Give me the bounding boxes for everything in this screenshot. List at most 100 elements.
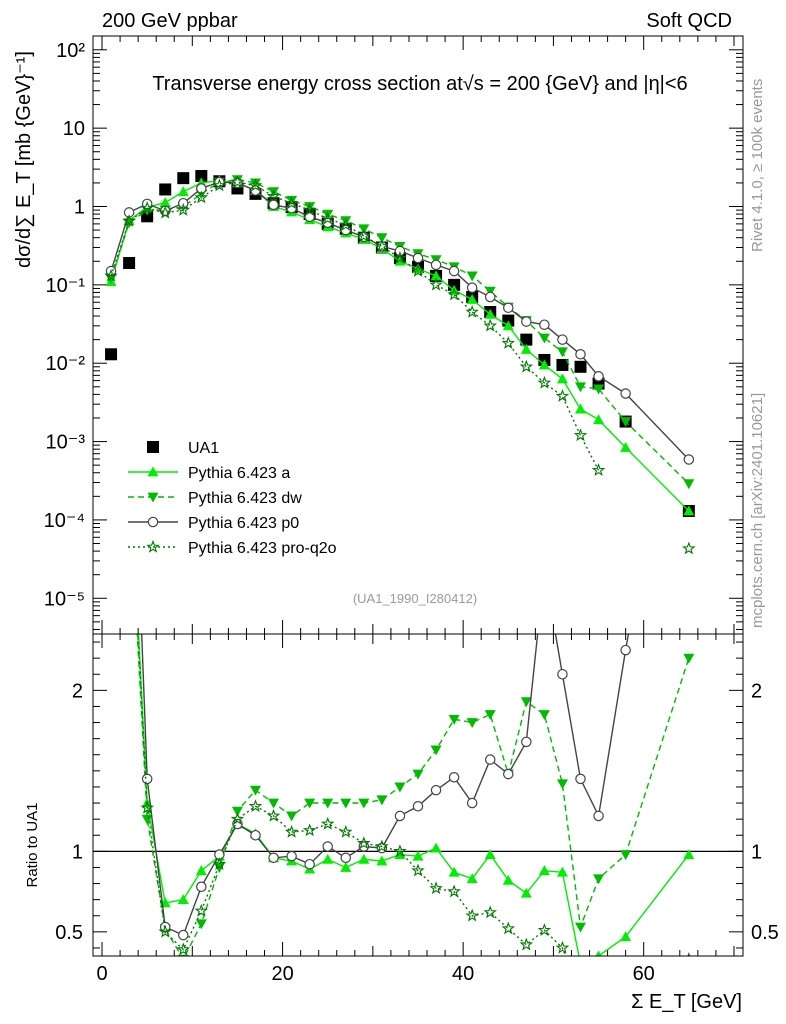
legend-label: Pythia 6.423 a bbox=[188, 465, 290, 482]
ratio-point-pythia-6-423-pro-q2o bbox=[158, 924, 172, 938]
legend-entry-pythia-6-423-pro-q2o: Pythia 6.423 pro-q2o bbox=[128, 539, 337, 557]
ratio-point-pythia-6-423-pro-q2o bbox=[176, 942, 191, 956]
ratio-point-pythia-6-423-dw bbox=[141, 814, 153, 825]
data-point-pythia-6-423-pro-q2o bbox=[140, 201, 154, 214]
data-point-pythia-6-423-dw bbox=[340, 216, 352, 227]
data-point-ua1 bbox=[556, 358, 569, 371]
legend-marker-pythia-6-423-pro-q2o bbox=[146, 539, 160, 553]
ratio-point-pythia-6-423-p0 bbox=[430, 784, 442, 796]
ratio-plot-frame bbox=[92, 633, 744, 957]
data-point-pythia-6-423-p0 bbox=[620, 388, 631, 399]
ratio-point-pythia-6-423-p0 bbox=[412, 800, 424, 812]
ratio-series-pythia-6-423-a bbox=[137, 634, 695, 969]
main-y-tick-label: 10 bbox=[63, 118, 85, 140]
data-point-pythia-6-423-dw bbox=[575, 382, 586, 393]
ratio-point-pythia-6-423-dw bbox=[412, 769, 424, 780]
ratio-point-pythia-6-423-dw bbox=[520, 697, 532, 708]
data-point-pythia-6-423-a bbox=[538, 359, 550, 370]
data-point-pythia-6-423-pro-q2o bbox=[230, 175, 245, 188]
legend-marker-pythia-6-423-a bbox=[147, 466, 159, 477]
data-point-ua1 bbox=[159, 183, 172, 196]
data-point-pythia-6-423-p0 bbox=[521, 316, 532, 327]
analysis-id-label: (UA1_1990_I280412) bbox=[353, 591, 477, 606]
data-point-pythia-6-423-pro-q2o bbox=[682, 541, 696, 555]
data-point-pythia-6-423-p0 bbox=[683, 454, 695, 465]
ratio-point-pythia-6-423-pro-q2o bbox=[375, 839, 389, 853]
ratio-point-pythia-6-423-pro-q2o bbox=[140, 800, 154, 814]
main-y-tick-label: 1 bbox=[74, 197, 85, 219]
legend-marker-ua1 bbox=[147, 441, 159, 453]
ratio-point-pythia-6-423-pro-q2o bbox=[501, 921, 516, 935]
data-point-pythia-6-423-a bbox=[466, 294, 478, 304]
main-y-tick-label: 10² bbox=[56, 40, 85, 62]
energy-label: 200 GeV ppbar bbox=[102, 10, 238, 32]
ratio-point-pythia-6-423-p0 bbox=[322, 841, 333, 852]
ratio-point-pythia-6-423-pro-q2o bbox=[339, 824, 353, 838]
ratio-point-pythia-6-423-dw bbox=[304, 798, 316, 809]
ratio-point-pythia-6-423-dw bbox=[250, 785, 261, 796]
data-point-pythia-6-423-pro-q2o bbox=[501, 336, 516, 349]
data-point-pythia-6-423-dw bbox=[593, 384, 605, 395]
data-point-pythia-6-423-a bbox=[430, 270, 442, 281]
ratio-y-tick-label-left: 0.5 bbox=[55, 922, 83, 944]
data-point-pythia-6-423-a bbox=[502, 320, 514, 331]
ratio-point-pythia-6-423-a bbox=[575, 959, 586, 969]
ratio-line-pythia-6-423-dw bbox=[136, 634, 690, 956]
ratio-point-pythia-6-423-dw bbox=[124, 477, 135, 487]
ratio-y-tick-label-right: 0.5 bbox=[751, 922, 779, 944]
data-point-pythia-6-423-p0 bbox=[214, 176, 225, 188]
data-point-pythia-6-423-pro-q2o bbox=[104, 268, 118, 282]
ratio-point-pythia-6-423-p0 bbox=[620, 644, 631, 656]
data-point-pythia-6-423-dw bbox=[466, 271, 478, 282]
ratio-point-pythia-6-423-a bbox=[412, 850, 424, 861]
ratio-point-pythia-6-423-pro-q2o bbox=[555, 940, 570, 954]
data-point-ua1 bbox=[177, 172, 190, 185]
data-point-pythia-6-423-pro-q2o bbox=[212, 178, 227, 192]
ratio-point-pythia-6-423-pro-q2o bbox=[284, 824, 299, 838]
data-point-ua1 bbox=[195, 170, 208, 183]
legend-entry-ua1: UA1 bbox=[147, 440, 219, 457]
data-point-pythia-6-423-a bbox=[575, 403, 586, 414]
ratio-point-pythia-6-423-a bbox=[466, 873, 478, 884]
data-point-pythia-6-423-pro-q2o bbox=[122, 214, 136, 227]
data-point-pythia-6-423-dw bbox=[286, 195, 298, 206]
data-point-pythia-6-423-pro-q2o bbox=[284, 196, 299, 209]
data-point-pythia-6-423-a bbox=[556, 373, 568, 384]
ratio-point-pythia-6-423-pro-q2o bbox=[266, 808, 281, 822]
ratio-point-pythia-6-423-pro-q2o bbox=[357, 836, 371, 850]
ratio-point-pythia-6-423-a bbox=[620, 931, 632, 942]
series-line-pythia-6-423-a bbox=[110, 179, 690, 512]
ratio-point-pythia-6-423-p0 bbox=[684, 283, 693, 292]
ratio-point-pythia-6-423-pro-q2o bbox=[320, 816, 335, 830]
ratio-point-pythia-6-423-a bbox=[177, 894, 189, 905]
legend-label: Pythia 6.423 p0 bbox=[188, 515, 299, 532]
ratio-point-pythia-6-423-pro-q2o bbox=[465, 908, 479, 922]
data-point-pythia-6-423-p0 bbox=[448, 265, 460, 277]
data-point-pythia-6-423-a bbox=[159, 197, 171, 208]
ratio-point-pythia-6-423-p0 bbox=[286, 850, 297, 862]
ratio-point-pythia-6-423-a bbox=[322, 853, 334, 864]
data-point-pythia-6-423-p0 bbox=[466, 282, 478, 293]
data-point-pythia-6-423-p0 bbox=[557, 334, 568, 345]
ratio-point-pythia-6-423-dw bbox=[538, 710, 550, 720]
data-point-pythia-6-423-pro-q2o bbox=[465, 304, 479, 318]
data-point-ua1 bbox=[105, 348, 118, 361]
legend-label: Pythia 6.423 pro-q2o bbox=[188, 540, 337, 557]
ratio-point-pythia-6-423-dw bbox=[231, 806, 243, 817]
data-point-pythia-6-423-a bbox=[177, 186, 189, 196]
legend-marker-pythia-6-423-dw bbox=[147, 492, 159, 503]
data-point-pythia-6-423-p0 bbox=[484, 291, 496, 303]
main-y-axis-label: dσ/d∑ E_T [mb {GeV}⁻¹] bbox=[13, 51, 35, 268]
data-point-pythia-6-423-p0 bbox=[593, 371, 604, 382]
data-point-pythia-6-423-pro-q2o bbox=[555, 389, 570, 402]
data-point-pythia-6-423-pro-q2o bbox=[393, 250, 407, 264]
ratio-point-pythia-6-423-a bbox=[195, 865, 207, 876]
x-tick-label: 20 bbox=[271, 963, 293, 985]
main-y-tick-label: 10⁻¹ bbox=[46, 275, 86, 297]
rivet-version-label: Rivet 4.1.0, ≥ 100k events bbox=[749, 79, 766, 252]
data-point-pythia-6-423-dw bbox=[683, 479, 695, 490]
main-plot-title: Transverse energy cross section at√s = 2… bbox=[152, 73, 687, 95]
data-point-pythia-6-423-a bbox=[593, 414, 605, 425]
ratio-point-pythia-6-423-p0 bbox=[124, 299, 133, 308]
data-point-pythia-6-423-p0 bbox=[268, 199, 279, 211]
